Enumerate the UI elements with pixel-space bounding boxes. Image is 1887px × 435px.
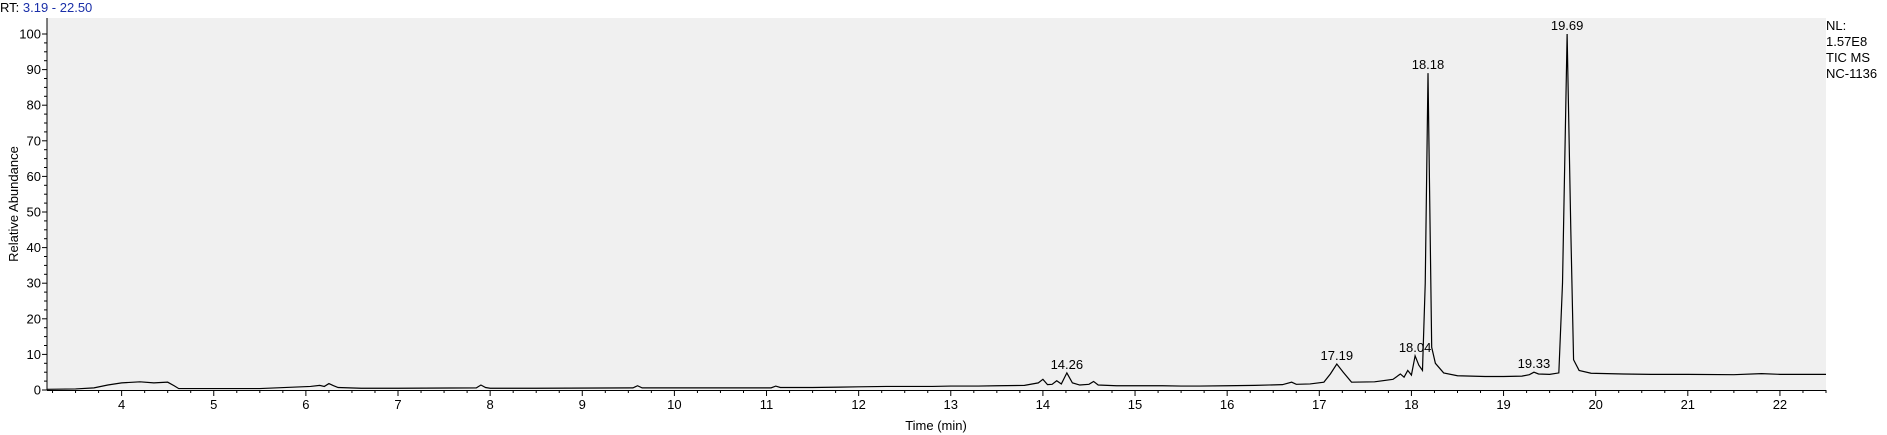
axes: [46, 18, 1826, 391]
scan-type: TIC MS: [1826, 50, 1871, 65]
x-tick-label: 11: [760, 397, 774, 412]
plot-area: [47, 18, 1826, 390]
y-tick-label: 60: [27, 169, 41, 184]
y-tick-label: 90: [27, 62, 41, 77]
sample-id: NC-1136: [1826, 66, 1878, 81]
rt-range-value: 3.19 - 22.50: [22, 0, 93, 15]
tick-group: 0 10 20 30 40 50 60 70 80 90 100 4 5 6 7 8 9 10 11 12 13 14 15…: [19, 27, 1827, 412]
peak-label: 18.18: [1412, 57, 1445, 72]
y-tick-label: 0: [34, 383, 41, 398]
x-tick-label: 10: [667, 397, 681, 412]
y-tick-label: 80: [27, 98, 41, 113]
peak-label: 17.19: [1321, 348, 1354, 363]
nl-label: NL:: [1826, 18, 1847, 33]
y-tick-label: 30: [27, 276, 41, 291]
tic-trace: [46, 33, 1826, 390]
x-axis-label: Time (min): [905, 418, 967, 433]
x-tick-label: 12: [851, 397, 865, 412]
x-tick-label: 13: [944, 397, 958, 412]
peak-label: 19.69: [1551, 18, 1584, 33]
y-tick-label: 100: [19, 27, 41, 42]
x-tick-label: 14: [1036, 397, 1050, 412]
peak-label: 14.26: [1051, 357, 1084, 372]
x-tick-label: 8: [487, 397, 494, 412]
x-tick-label: 21: [1681, 397, 1695, 412]
y-tick-label: 50: [27, 205, 41, 220]
x-tick-label: 7: [394, 397, 401, 412]
x-tick-label: 18: [1404, 397, 1418, 412]
x-tick-label: 16: [1220, 397, 1234, 412]
peak-label: 18.04: [1399, 340, 1432, 355]
x-tick-label: 9: [579, 397, 586, 412]
peak-label: 19.33: [1518, 356, 1551, 371]
x-tick-label: 4: [118, 397, 125, 412]
rt-key: RT:: [0, 0, 20, 15]
y-tick-label: 70: [27, 133, 41, 148]
x-tick-label: 15: [1128, 397, 1142, 412]
y-tick-label: 20: [27, 311, 41, 326]
peak-label-group: 14.26 17.19 18.04 18.18 19.33 19.69: [1051, 18, 1584, 372]
nl-value: 1.57E8: [1826, 34, 1868, 49]
y-axis-label: Relative Abundance: [6, 146, 21, 262]
x-tick-label: 6: [302, 397, 309, 412]
x-tick-label: 17: [1312, 397, 1326, 412]
x-tick-label: 5: [210, 397, 217, 412]
y-tick-label: 40: [27, 240, 41, 255]
x-tick-label: 20: [1588, 397, 1602, 412]
x-tick-label: 19: [1496, 397, 1510, 412]
x-tick-label: 22: [1773, 397, 1787, 412]
retention-time-range: RT: 3.19 - 22.50: [0, 0, 92, 16]
y-tick-label: 10: [27, 347, 41, 362]
